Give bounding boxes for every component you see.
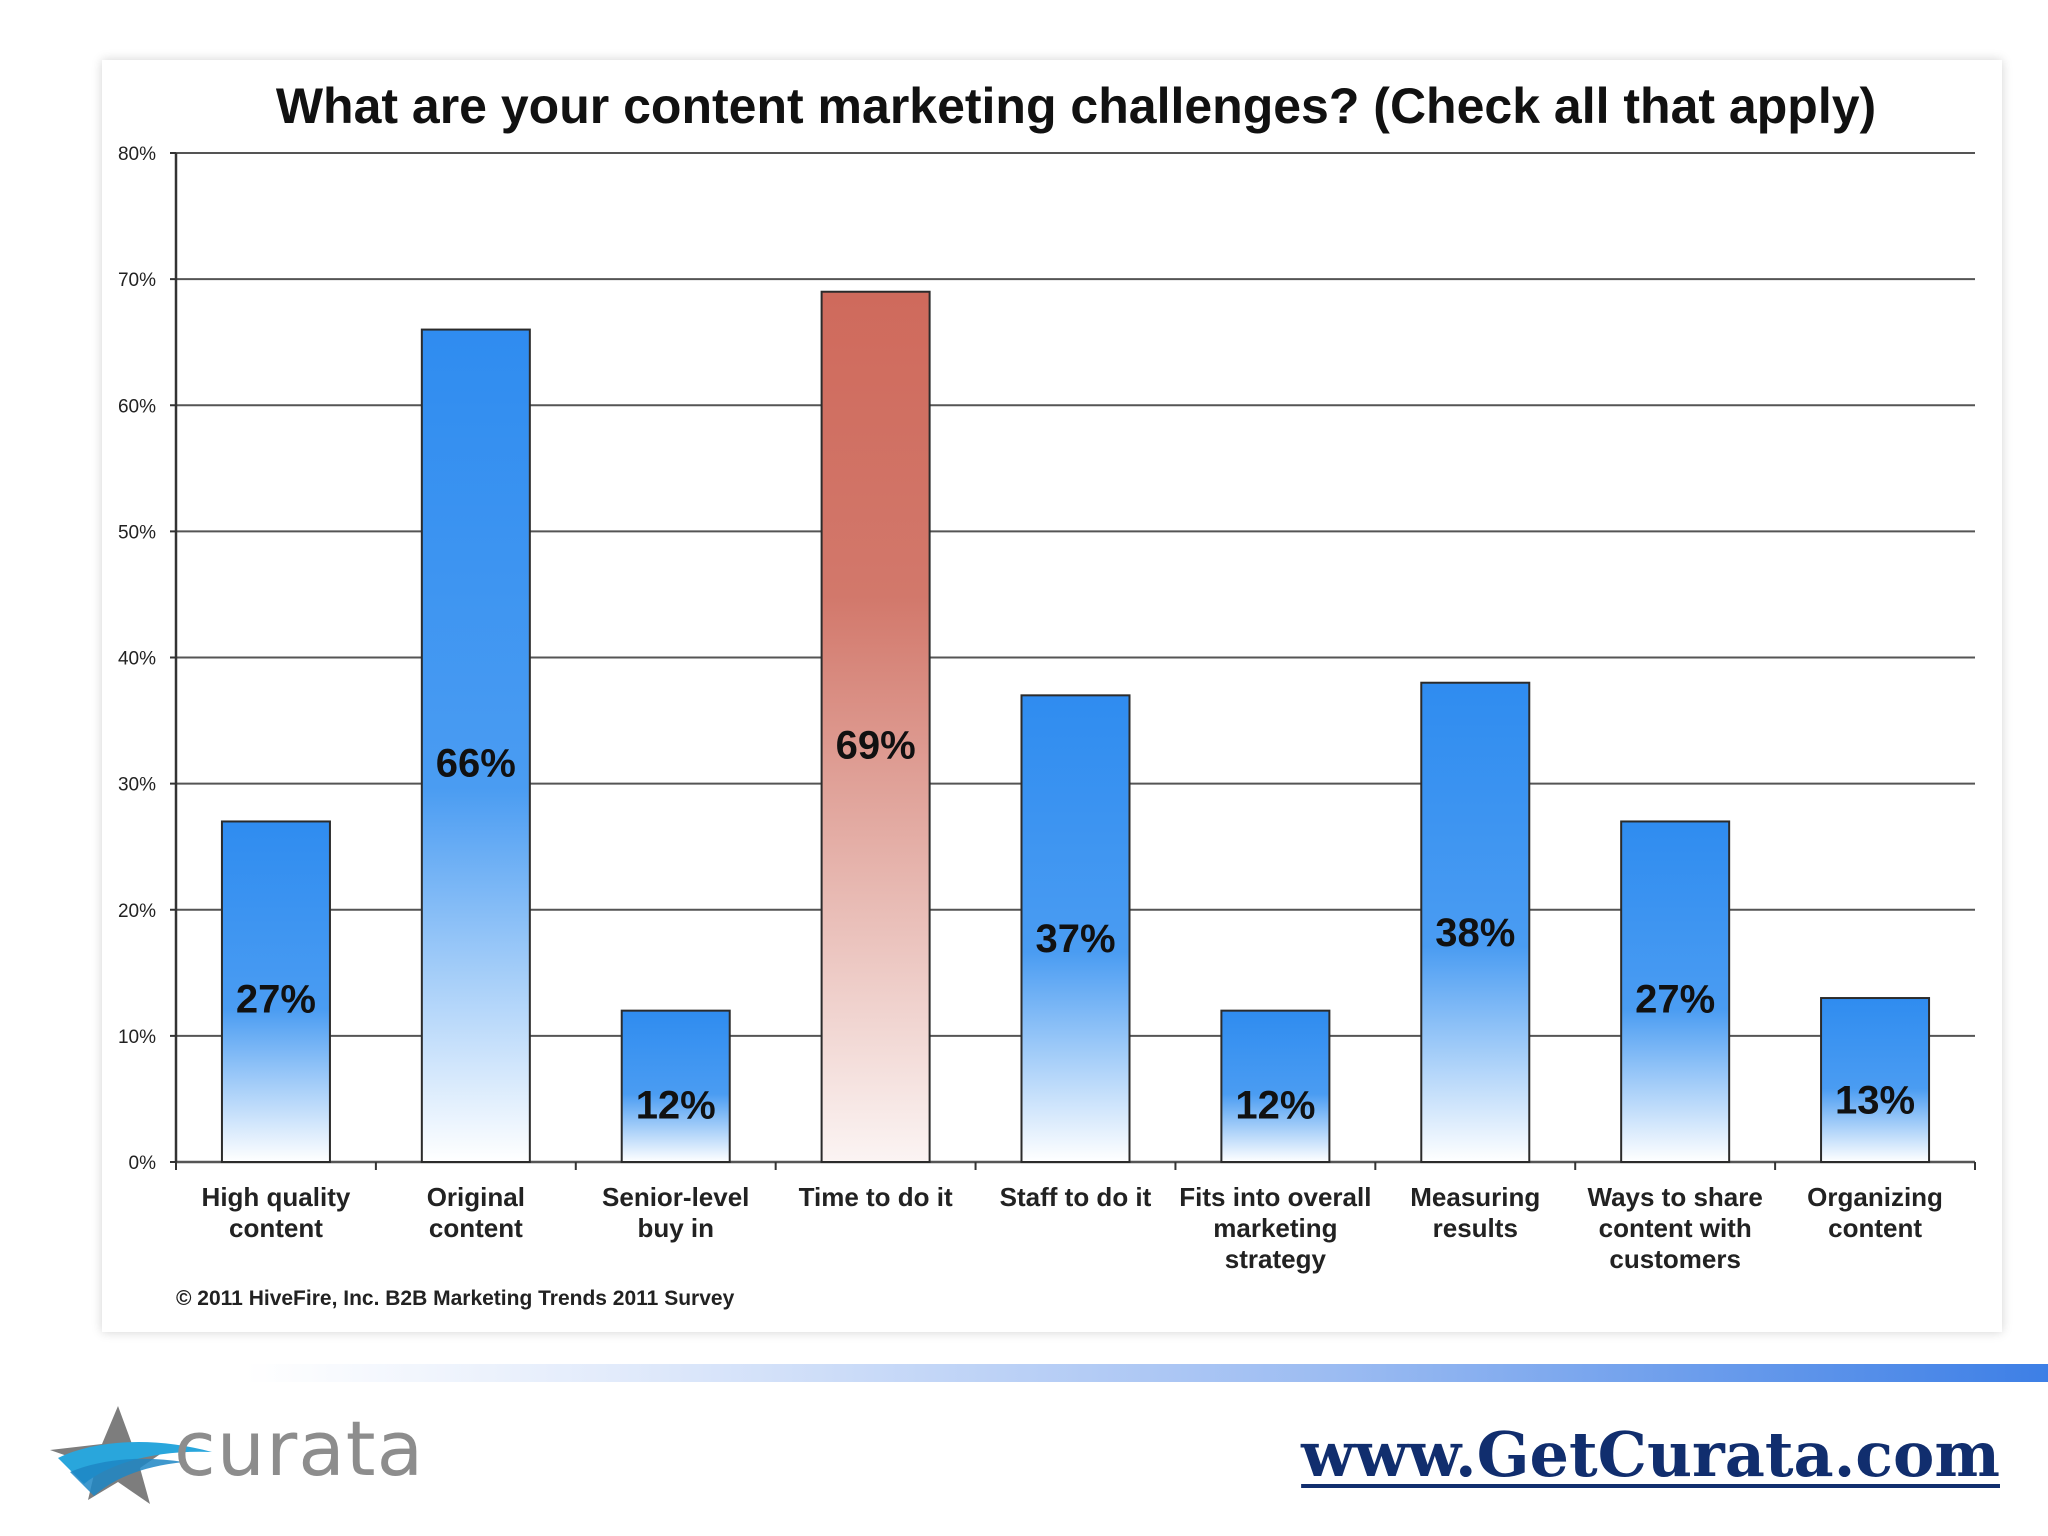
x-category-label: Staff to do it [1000, 1182, 1152, 1212]
bar [220, 820, 331, 1164]
y-tick-label: 0% [129, 1153, 157, 1174]
bar-value-label: 27% [1635, 978, 1715, 1022]
x-category-label: Original [427, 1182, 525, 1212]
bar-value-label: 38% [1435, 911, 1515, 955]
x-category-label: High quality [202, 1182, 351, 1212]
bar-value-label: 37% [1035, 917, 1115, 961]
y-tick-label: 60% [118, 396, 156, 417]
x-category-label: content [429, 1213, 523, 1243]
x-category-label: content [1828, 1213, 1922, 1243]
x-category-label: Time to do it [799, 1182, 953, 1212]
x-category-label: Organizing [1807, 1182, 1943, 1212]
bar [620, 1009, 731, 1164]
x-category-label: buy in [637, 1213, 714, 1243]
bar-value-label: 12% [636, 1083, 716, 1127]
x-category-label: strategy [1225, 1244, 1327, 1274]
x-category-label: Measuring [1410, 1182, 1540, 1212]
bar-value-label: 69% [836, 723, 916, 767]
x-category-label: results [1433, 1213, 1518, 1243]
logo-wordmark: curata [174, 1404, 425, 1493]
bar [420, 328, 531, 1163]
bar [1220, 1009, 1331, 1164]
footer-gradient-bar [0, 1364, 2048, 1382]
y-tick-label: 40% [118, 649, 156, 670]
source-note: © 2011 HiveFire, Inc. B2B Marketing Tren… [176, 1287, 735, 1310]
bar-value-label: 12% [1235, 1083, 1315, 1127]
x-category-label: content with [1599, 1213, 1752, 1243]
y-tick-label: 30% [118, 775, 156, 796]
bar [1020, 694, 1131, 1164]
website-link[interactable]: www.GetCurata.com [1301, 1418, 2000, 1491]
y-tick-label: 10% [118, 1027, 156, 1048]
bar-value-label: 27% [236, 978, 316, 1022]
x-category-label: Fits into overall [1179, 1182, 1371, 1212]
star-swoosh-icon [50, 1406, 212, 1504]
y-tick-label: 70% [118, 270, 156, 291]
x-category-label: Senior-level [602, 1182, 749, 1212]
bar [1820, 997, 1931, 1163]
bar-value-label: 66% [436, 741, 516, 785]
chart-title: What are your content marketing challeng… [276, 78, 1876, 134]
y-tick-label: 20% [118, 901, 156, 922]
x-category-label: content [229, 1213, 323, 1243]
bar [820, 290, 931, 1163]
y-tick-label: 80% [118, 144, 156, 165]
bar-value-label: 13% [1835, 1079, 1915, 1123]
y-tick-label: 50% [118, 522, 156, 543]
bar [1620, 820, 1731, 1164]
bar [1420, 681, 1531, 1163]
x-category-label: Ways to share [1588, 1182, 1763, 1212]
x-category-label: marketing [1213, 1213, 1337, 1243]
x-category-label: customers [1609, 1244, 1741, 1274]
